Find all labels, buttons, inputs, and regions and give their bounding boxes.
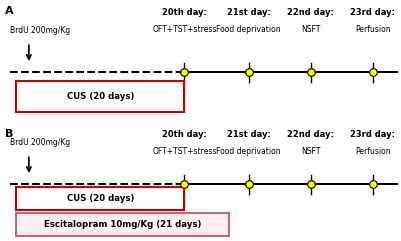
Text: CUS (20 days): CUS (20 days) [67,194,134,203]
Text: A: A [5,6,14,16]
FancyBboxPatch shape [16,81,184,112]
Text: 23rd day:: 23rd day: [350,8,395,17]
Text: Food deprivation: Food deprivation [216,25,281,34]
Text: 23rd day:: 23rd day: [350,130,395,139]
Text: Food deprivation: Food deprivation [216,147,281,156]
Text: BrdU 200mg/Kg: BrdU 200mg/Kg [10,138,70,147]
Text: B: B [5,129,13,139]
Text: OFT+TST+stress: OFT+TST+stress [152,147,217,156]
Text: 20th day:: 20th day: [162,8,207,17]
FancyBboxPatch shape [16,213,229,236]
Text: 22nd day:: 22nd day: [288,130,334,139]
Text: NSFT: NSFT [301,147,320,156]
Text: CUS (20 days): CUS (20 days) [67,92,134,101]
Text: OFT+TST+stress: OFT+TST+stress [152,25,217,34]
Text: 21st day:: 21st day: [227,130,271,139]
Text: 22nd day:: 22nd day: [288,8,334,17]
Text: Escitalopram 10mg/Kg (21 days): Escitalopram 10mg/Kg (21 days) [44,220,201,229]
Text: 21st day:: 21st day: [227,8,271,17]
Text: 20th day:: 20th day: [162,130,207,139]
Text: BrdU 200mg/Kg: BrdU 200mg/Kg [10,26,70,35]
Text: NSFT: NSFT [301,25,320,34]
FancyBboxPatch shape [16,187,184,210]
Text: Perfusion: Perfusion [355,25,391,34]
Text: Perfusion: Perfusion [355,147,391,156]
